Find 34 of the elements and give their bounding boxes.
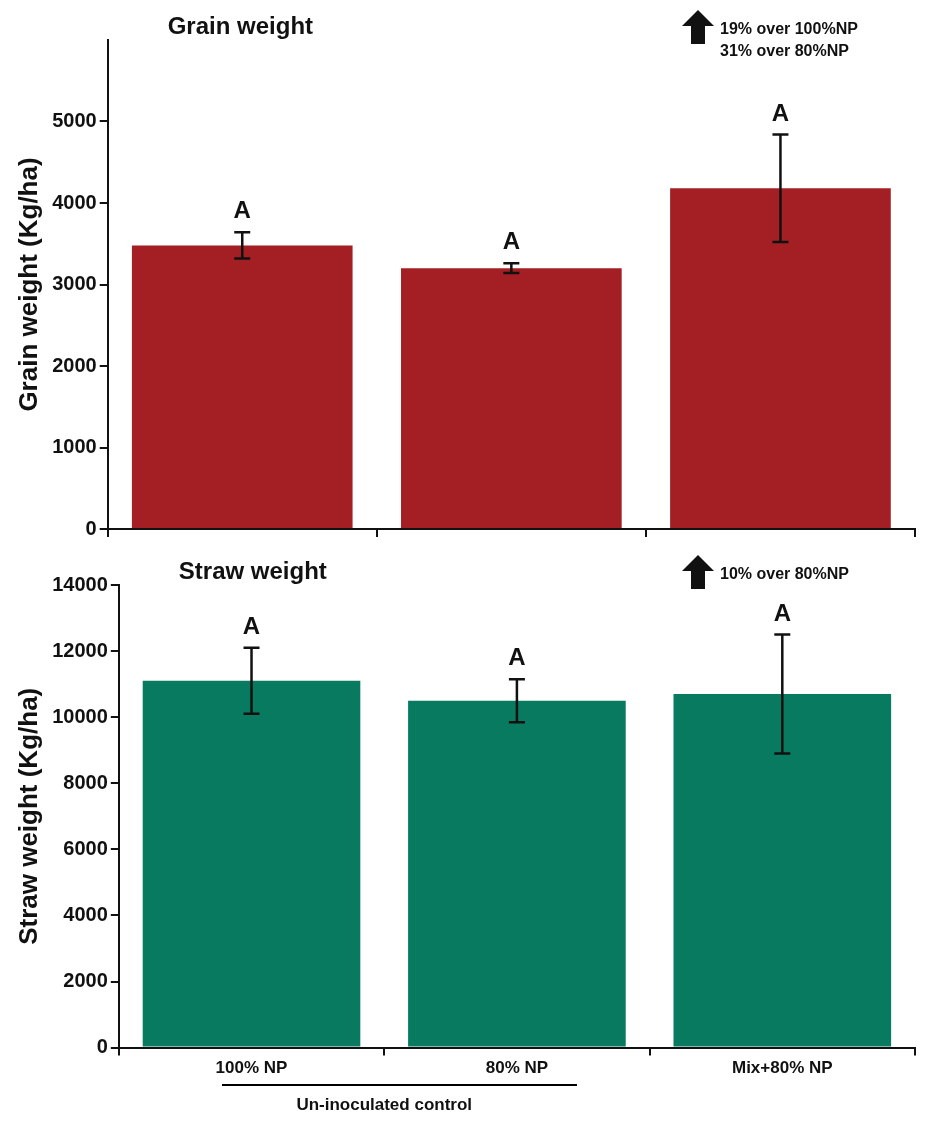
- y-tick-label: 10000: [52, 704, 108, 727]
- y-tick-label: 5000: [52, 109, 97, 132]
- y-tick-label: 0: [96, 1035, 108, 1058]
- bar: [401, 268, 622, 528]
- y-tick-label: 2000: [63, 969, 108, 992]
- chart-title: Grain weight: [167, 12, 314, 39]
- bar: [131, 245, 353, 528]
- y-tick-label: 3000: [52, 272, 97, 295]
- y-axis-title: Grain weight (Kg/ha): [12, 157, 43, 412]
- y-tick-label: 2000: [52, 353, 97, 376]
- chart-title: Straw weight: [178, 557, 327, 584]
- x-axis-title: Un-inoculated control: [296, 1094, 473, 1114]
- y-tick-label: 4000: [52, 190, 97, 213]
- annotation: A: [233, 196, 251, 224]
- x-tick-label: 80% NP: [485, 1058, 549, 1078]
- bar: [670, 188, 891, 528]
- text: 10% over 80%NP: [720, 565, 850, 582]
- y-tick-label: 4000: [63, 902, 108, 925]
- annotation: A: [242, 611, 261, 639]
- text: 19% over 100%NP: [720, 20, 859, 37]
- annotation: A: [508, 643, 526, 671]
- annotation: A: [502, 227, 521, 255]
- y-axis-title: Straw weight (Kg/ha): [12, 687, 43, 945]
- y-tick-label: 12000: [52, 638, 108, 661]
- y-tick-label: 1000: [52, 435, 97, 458]
- y-tick-label: 6000: [63, 836, 108, 859]
- y-tick-label: 0: [85, 516, 97, 539]
- x-tick-label: Mix+80% NP: [731, 1058, 833, 1078]
- y-tick-label: 8000: [63, 770, 108, 793]
- y-tick-label: 14000: [52, 572, 108, 595]
- x-tick-label: 100% NP: [215, 1058, 288, 1078]
- annotation: 31% over 80%NP: [720, 42, 850, 59]
- annotation: A: [773, 598, 791, 626]
- annotation: A: [771, 98, 790, 126]
